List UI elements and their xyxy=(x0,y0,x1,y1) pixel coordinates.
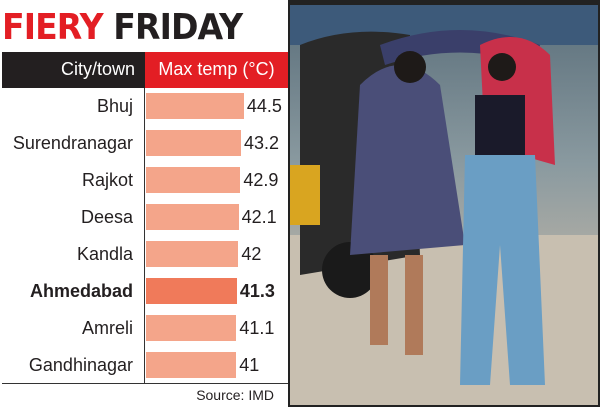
city-label: Deesa xyxy=(80,207,133,227)
bar xyxy=(146,315,237,341)
bar-row: Kandla 42 xyxy=(0,236,288,273)
bar-row: Amreli 41.1 xyxy=(0,310,288,347)
city-label: Bhuj xyxy=(96,96,133,116)
bar xyxy=(146,167,241,193)
header-max-temp: Max temp (°C) xyxy=(145,52,288,88)
title-part-dark: FRIDAY xyxy=(113,7,243,48)
bar-row: Surendranagar 43.2 xyxy=(0,125,288,162)
city-label: Surendranagar xyxy=(12,133,133,153)
bar-row: Ahmedabad 41.3 xyxy=(0,273,288,310)
bar-row: Gandhinagar 41 xyxy=(0,347,288,384)
bar xyxy=(146,130,242,156)
bar xyxy=(146,93,244,119)
bar-row: Bhuj 44.5 xyxy=(0,88,288,125)
value-label: 43.2 xyxy=(244,133,280,153)
title-part-red: FIERY xyxy=(2,7,104,48)
city-label: Ahmedabad xyxy=(29,281,133,301)
city-label: Amreli xyxy=(81,318,133,338)
chart-title: FIERY FRIDAY xyxy=(2,7,243,48)
bar xyxy=(146,204,239,230)
header-city: City/town xyxy=(2,52,145,88)
city-label: Rajkot xyxy=(81,170,133,190)
bar-row: Rajkot 42.9 xyxy=(0,162,288,199)
source-note: Source: IMD xyxy=(196,387,274,403)
value-label: 44.5 xyxy=(246,96,282,116)
infographic-panel: FIERY FRIDAY City/town Max temp (°C) Bhu… xyxy=(0,0,290,407)
value-label: 42 xyxy=(241,244,262,264)
value-label: 42.9 xyxy=(243,170,279,190)
city-label: Kandla xyxy=(76,244,133,264)
value-label: 41 xyxy=(239,355,260,375)
footer-divider xyxy=(2,383,288,384)
city-label: Gandhinagar xyxy=(28,355,133,375)
value-label: 41.3 xyxy=(239,281,275,301)
value-label: 41.1 xyxy=(239,318,275,338)
bar xyxy=(146,241,239,267)
bar xyxy=(146,352,237,378)
bar xyxy=(146,278,237,304)
photo-two-women-shading-from-sun xyxy=(290,5,598,405)
bar-row: Deesa 42.1 xyxy=(0,199,288,236)
value-label: 42.1 xyxy=(241,207,277,227)
divider xyxy=(144,88,145,383)
